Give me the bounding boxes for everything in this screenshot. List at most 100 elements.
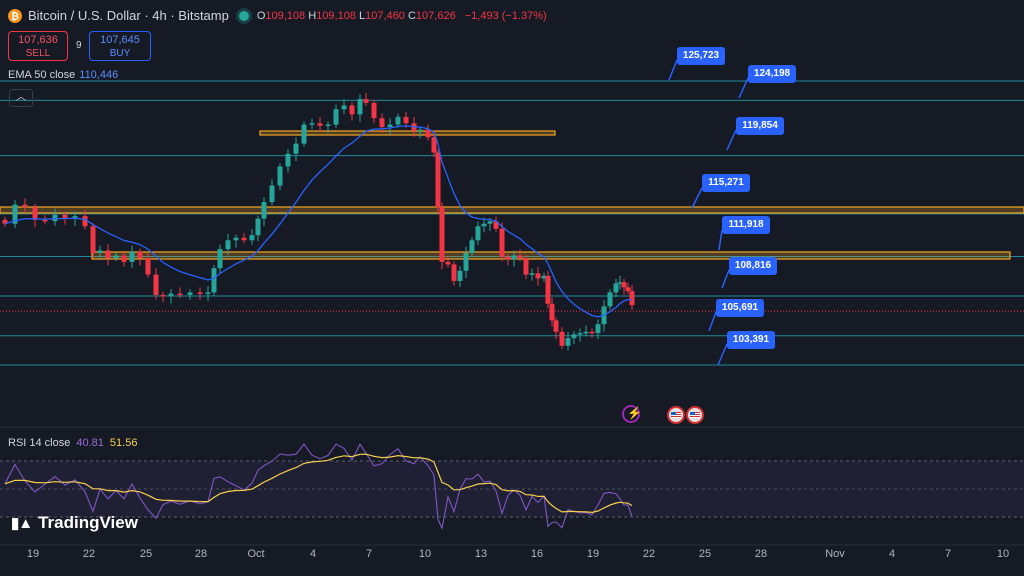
tag-pointer [668, 59, 678, 81]
candle-body [249, 235, 255, 241]
candle-body [553, 320, 559, 332]
candle-body [225, 240, 231, 250]
buy-button[interactable]: 107,645 BUY [89, 31, 151, 61]
tag-pointer [738, 77, 749, 99]
candle-body [451, 264, 457, 281]
date-tick: Nov [825, 548, 845, 560]
date-tick: 19 [586, 548, 600, 560]
resistance-zone [0, 206, 1024, 214]
candle-body [475, 226, 481, 241]
price-level-tag[interactable]: 103,391 [727, 331, 775, 349]
symbol-title[interactable]: Bitcoin / U.S. Dollar · 4h · Bitstamp [28, 8, 229, 23]
buy-label: BUY [109, 48, 131, 59]
sell-button[interactable]: 107,636 SELL [8, 31, 68, 61]
price-level-tag[interactable]: 115,271 [702, 174, 750, 192]
rsi-ma-line [4, 453, 633, 514]
candle-body [607, 292, 613, 307]
tag-pointer [708, 311, 717, 332]
candle-body [137, 251, 143, 259]
candle-body [177, 293, 183, 296]
candle-body [541, 275, 547, 279]
candle-body [293, 143, 299, 154]
candle-body [595, 324, 601, 334]
bitcoin-icon: ₿ [8, 8, 22, 23]
candle-body [565, 338, 571, 346]
candle-body [187, 292, 193, 295]
rsi-label: RSI 14 close [8, 437, 71, 449]
candle-body [42, 219, 48, 222]
candle-body [205, 292, 211, 294]
candle-body [621, 282, 627, 288]
date-tick: 28 [754, 548, 768, 560]
candle-body [333, 109, 339, 125]
candle-body [589, 331, 595, 334]
price-level-tag[interactable]: 105,691 [716, 299, 764, 317]
date-axis[interactable]: 19 22 25 28 Oct 4 7 10 13 16 19 22 25 28… [0, 548, 1024, 566]
candle-body [269, 185, 275, 203]
date-tick: 28 [194, 548, 208, 560]
candle-body [255, 218, 261, 236]
date-tick: 10 [418, 548, 432, 560]
buy-price: 107,645 [100, 34, 140, 46]
price-level-tag[interactable]: 108,816 [729, 257, 777, 275]
date-tick: 4 [888, 548, 896, 560]
spread-value: 9 [76, 40, 82, 51]
candle-body [445, 261, 451, 265]
tradingview-logo[interactable]: ▮▲ TradingView [11, 513, 138, 533]
ema-line [4, 125, 633, 318]
candle-body [617, 282, 623, 284]
candle-body [317, 123, 323, 126]
candle-body [357, 99, 363, 115]
market-status-icon [238, 10, 249, 21]
ohlc-readout: O109,108 H109,108 L107,460 C107,626 −1,4… [256, 9, 547, 22]
price-level-tag[interactable]: 124,198 [748, 65, 796, 83]
candle-body [129, 251, 135, 262]
tag-pointer [718, 229, 723, 251]
candle-body [62, 214, 68, 219]
candle-body [505, 256, 511, 260]
date-tick: 4 [309, 548, 317, 560]
collapse-legend-button[interactable]: ︿ [9, 89, 33, 107]
candle-body [32, 207, 38, 220]
candle-body [145, 258, 151, 275]
tag-pointer [691, 187, 703, 209]
price-level-tag[interactable]: 111,918 [722, 216, 770, 234]
date-tick: 25 [698, 548, 712, 560]
rsi-legend[interactable]: RSI 14 close 40.81 51.56 [8, 437, 137, 449]
candle-body [425, 129, 431, 138]
candle-body [529, 273, 535, 275]
date-tick: 19 [26, 548, 40, 560]
candle-body [439, 207, 445, 262]
date-tick: 7 [365, 548, 373, 560]
candle-body [261, 202, 267, 219]
candle-body [22, 204, 28, 208]
candle-body [241, 237, 247, 241]
candle-body [233, 237, 239, 241]
us-flag-event-icon[interactable] [686, 406, 704, 424]
candle-body [160, 294, 166, 297]
candle-body [90, 226, 96, 253]
candle-body [72, 216, 78, 219]
us-flag-event-icon[interactable] [667, 406, 685, 424]
candle-body [325, 124, 331, 127]
tradingview-logo-icon: ▮▲ [11, 515, 33, 532]
candle-body [549, 303, 555, 321]
candle-body [379, 118, 385, 128]
candle-body [363, 99, 369, 103]
candle-body [535, 273, 541, 279]
candle-body [211, 268, 217, 293]
tag-pointer [721, 269, 730, 289]
candle-body [349, 105, 355, 115]
price-level-tag[interactable]: 119,854 [736, 117, 784, 135]
chart-header: ₿ Bitcoin / U.S. Dollar · 4h · Bitstamp … [8, 8, 547, 23]
price-level-tag[interactable]: 125,723 [677, 47, 725, 65]
candle-body [97, 250, 103, 253]
ema-legend[interactable]: EMA 50 close 110,446 [8, 69, 118, 81]
candle-body [105, 250, 111, 259]
candle-body [613, 283, 619, 293]
candle-body [82, 216, 88, 227]
event-lightning-icon[interactable]: ⚡ [622, 405, 642, 423]
candle-body [469, 240, 475, 253]
tradingview-logo-text: TradingView [38, 513, 138, 532]
